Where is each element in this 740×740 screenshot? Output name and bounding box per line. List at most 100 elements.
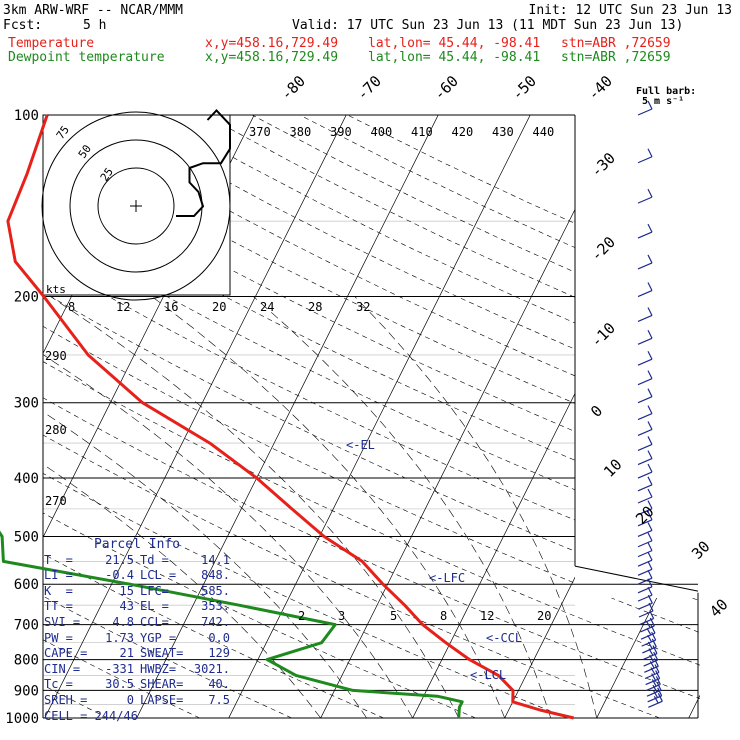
mixing-ratio-label: 8	[440, 609, 447, 623]
isotherm-label: 30	[688, 537, 714, 563]
hodograph-ring	[97, 167, 175, 245]
moist-adiabat	[50, 296, 459, 718]
level-annotation: <-LCL	[470, 668, 506, 682]
hodograph-speed-label: 24	[260, 300, 274, 314]
mixing-ratio-label: 2	[298, 609, 305, 623]
level-annotation: <-CCL	[486, 631, 522, 645]
isotherm-label: -80	[277, 72, 309, 104]
temp-legend-name: Temperature	[8, 36, 95, 51]
valid-time: Valid: 17 UTC Sun 23 Jun 13 (11 MDT Sun …	[292, 18, 684, 33]
dew-legend-latlon: lat,lon= 45.44, -98.41	[368, 50, 541, 65]
temp-legend-latlon: lat,lon= 45.44, -98.41	[368, 36, 541, 51]
parcel-info-panel: Parcel Info T = 21.5 Td = 14.1 LI = -0.4 LCL =…	[44, 537, 230, 727]
parcel-row: SVI = 4.8 CCL= 742.	[44, 615, 230, 631]
isotherm-line	[136, 115, 439, 718]
parcel-cell: 585.	[201, 583, 230, 598]
parcel-info-title: Parcel Info	[93, 537, 181, 552]
parcel-cell: EL =	[140, 599, 169, 614]
wind-barb	[637, 370, 653, 386]
theta-label: 410	[411, 125, 433, 139]
hodograph-trace	[176, 108, 231, 217]
parcel-row: T = 21.5 Td = 14.1	[44, 553, 230, 569]
parcel-cell: 14.1	[201, 552, 230, 567]
barb-legend-title: Full barb:	[636, 86, 696, 97]
wind-barb	[637, 500, 653, 516]
isotherm-label: -50	[508, 72, 540, 104]
parcel-cell: 742.	[201, 614, 230, 629]
isotherm-line	[688, 115, 700, 718]
parcel-cell: SVI =	[44, 614, 81, 629]
dry-adiabat	[43, 115, 568, 718]
wind-barb	[637, 532, 653, 548]
parcel-cell	[206, 709, 230, 725]
parcel-row: CIN = -331 HWBZ= 3021.	[44, 662, 230, 678]
parcel-cell: K =	[44, 583, 73, 598]
pressure-tick-label: 500	[14, 529, 39, 545]
parcel-row: TT = 43 EL = 353.	[44, 599, 230, 615]
pressure-tick-label: 400	[14, 471, 39, 487]
dry-adiabat	[43, 115, 476, 718]
isotherm-line	[596, 115, 700, 718]
wind-barb	[637, 282, 653, 298]
pressure-tick-label: 1000	[5, 711, 39, 727]
theta-label: 390	[330, 125, 352, 139]
parcel-cell: Tc =	[44, 677, 73, 692]
hodograph-speed-label: 28	[308, 300, 322, 314]
wind-barb	[637, 522, 653, 538]
moist-adiabat	[253, 296, 551, 718]
parcel-cell: 21.5	[105, 552, 134, 567]
parcel-cell: 353.	[201, 599, 230, 614]
wind-barb	[637, 551, 653, 567]
wind-barb	[637, 350, 653, 366]
isotherm-label: -30	[587, 149, 619, 181]
side-height-label: 290	[45, 349, 67, 363]
temp-legend-stn: stn=ABR ,72659	[561, 36, 671, 51]
isotherm-line	[412, 115, 700, 718]
parcel-row: LI = -0.4 LCL = 848.	[44, 568, 230, 584]
side-height-label: 270	[45, 494, 67, 508]
level-annotation: <-LFC	[429, 571, 465, 585]
wind-barb	[637, 148, 653, 164]
theta-label: 420	[452, 125, 474, 139]
wind-barb	[638, 594, 653, 610]
parcel-cell: 848.	[201, 568, 230, 583]
temp-legend-xy: x,y=458.16,729.49	[205, 36, 339, 51]
hodograph-speed-label: 20	[212, 300, 226, 314]
parcel-cell: LI =	[44, 568, 73, 583]
wind-barbs	[637, 100, 663, 708]
temperature-line	[6, 114, 575, 720]
init-time: Init: 12 UTC Sun 23 Jun 13	[528, 3, 733, 18]
wind-barb	[637, 223, 653, 239]
parcel-cell: 1.73	[105, 630, 134, 645]
parcel-cell: 4.8	[112, 614, 134, 629]
parcel-cell: 0.0	[208, 630, 230, 645]
wind-barb	[640, 624, 656, 640]
dry-adiabat	[43, 115, 292, 718]
fcst-value: 5 h	[83, 18, 107, 33]
parcel-cell: CELL = 244/46	[44, 708, 138, 723]
dry-adiabat	[43, 115, 700, 718]
pressure-tick-label: 100	[14, 108, 39, 124]
hodograph-speed-label: 12	[116, 300, 130, 314]
hodograph-ring-label: 50	[76, 142, 94, 160]
wind-barb	[637, 476, 653, 492]
parcel-cell: 40.	[208, 677, 230, 692]
wind-barb	[637, 450, 653, 466]
parcel-cell: 3021.	[193, 661, 230, 676]
theta-label: 370	[249, 125, 271, 139]
wind-barb	[646, 681, 662, 697]
parcel-cell	[138, 709, 171, 725]
wind-barb	[637, 569, 653, 585]
parcel-cell: 129	[208, 646, 230, 661]
parcel-cell: SWEAT=	[140, 646, 184, 661]
wind-barb	[647, 687, 663, 703]
pressure-tick-label: 900	[14, 683, 39, 699]
wind-barb	[637, 586, 653, 602]
wind-barb	[637, 405, 653, 421]
mixing-ratio-label: 20	[537, 609, 551, 623]
parcel-info-rows: T = 21.5 Td = 14.1 LI = -0.4 LCL = 848. K = 15 LFC…	[44, 553, 230, 725]
isotherm-label: -20	[587, 233, 619, 265]
wind-barb	[637, 436, 653, 452]
wind-barb	[637, 329, 653, 345]
hodograph-speed-label: 16	[164, 300, 178, 314]
